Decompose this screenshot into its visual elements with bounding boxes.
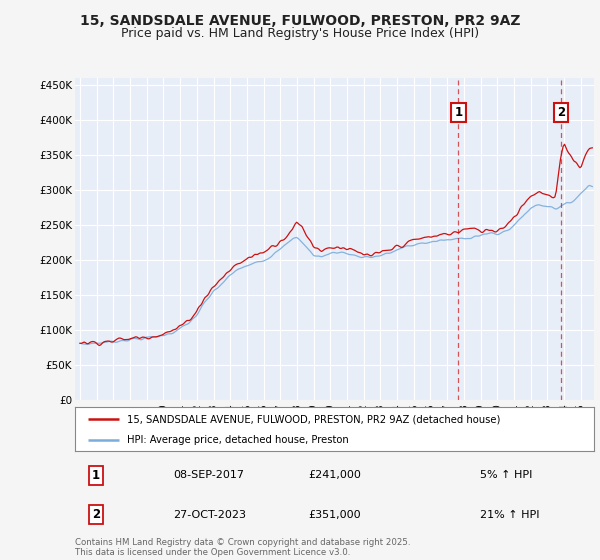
Text: 1: 1	[92, 469, 100, 482]
Text: 27-OCT-2023: 27-OCT-2023	[173, 510, 247, 520]
Text: 5% ↑ HPI: 5% ↑ HPI	[480, 470, 532, 480]
Text: 2: 2	[557, 106, 565, 119]
Text: 2: 2	[92, 508, 100, 521]
Text: 15, SANDSDALE AVENUE, FULWOOD, PRESTON, PR2 9AZ (detached house): 15, SANDSDALE AVENUE, FULWOOD, PRESTON, …	[127, 414, 500, 424]
Text: 1: 1	[454, 106, 463, 119]
Text: 21% ↑ HPI: 21% ↑ HPI	[480, 510, 539, 520]
Text: 08-SEP-2017: 08-SEP-2017	[173, 470, 245, 480]
Text: £351,000: £351,000	[308, 510, 361, 520]
Text: £241,000: £241,000	[308, 470, 361, 480]
Text: HPI: Average price, detached house, Preston: HPI: Average price, detached house, Pres…	[127, 435, 349, 445]
Text: Contains HM Land Registry data © Crown copyright and database right 2025.
This d: Contains HM Land Registry data © Crown c…	[75, 538, 410, 557]
Text: Price paid vs. HM Land Registry's House Price Index (HPI): Price paid vs. HM Land Registry's House …	[121, 27, 479, 40]
Text: 15, SANDSDALE AVENUE, FULWOOD, PRESTON, PR2 9AZ: 15, SANDSDALE AVENUE, FULWOOD, PRESTON, …	[80, 14, 520, 28]
